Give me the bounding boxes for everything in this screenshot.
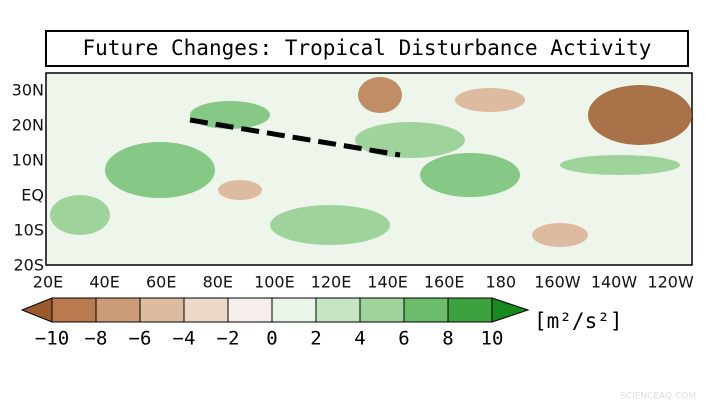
colorbar-end — [20, 297, 53, 323]
colorbar-tick-label: 6 — [398, 328, 409, 350]
colorbar-segment — [51, 297, 97, 323]
colorbar-tick-label: 0 — [266, 328, 277, 350]
colorbar-end — [491, 297, 530, 323]
lon-label: 160E — [424, 273, 465, 292]
lon-label: 20E — [33, 273, 63, 292]
negative-region — [218, 180, 262, 200]
positive-region — [270, 205, 390, 245]
colorbar-tick-label: 2 — [310, 328, 321, 350]
colorbar-tick-label: −2 — [217, 328, 240, 350]
lat-label: 10N — [12, 151, 44, 170]
lon-label: 60E — [146, 273, 176, 292]
colorbar-tick-label: 10 — [481, 328, 504, 350]
colorbar-segment — [359, 297, 405, 323]
lat-label: 30N — [12, 81, 44, 100]
lat-label: 20N — [12, 116, 44, 135]
dashed-axis — [189, 117, 401, 158]
negative-region — [455, 88, 525, 112]
lat-label: 20S — [13, 256, 44, 275]
unit: [m²/s²] — [534, 309, 623, 333]
positive-region — [355, 122, 465, 158]
lon-label: 140W — [591, 273, 638, 292]
colorbar-segment — [271, 297, 317, 323]
colorbar-segment — [139, 297, 185, 323]
title: Future Changes: Tropical Disturbance Act… — [83, 36, 652, 60]
lon-label: 80E — [203, 273, 233, 292]
lon-label: 120E — [311, 273, 352, 292]
positive-region — [105, 142, 215, 198]
map — [45, 72, 693, 266]
lon-label: 160W — [534, 273, 581, 292]
colorbar-tick-label: −10 — [35, 328, 69, 350]
positive-region — [560, 155, 680, 175]
colorbar-segment — [447, 297, 493, 323]
colorbar-segment — [315, 297, 361, 323]
lon-label: 140E — [367, 273, 408, 292]
colorbar-segment — [95, 297, 141, 323]
lat-label: EQ — [21, 186, 44, 205]
lon-label: 40E — [89, 273, 119, 292]
colorbar-tick-label: −6 — [129, 328, 152, 350]
negative-region — [358, 77, 402, 113]
positive-region — [420, 153, 520, 197]
lon-label: 120W — [647, 273, 694, 292]
lon-label: 180 — [486, 273, 517, 292]
lat-label: 10S — [13, 221, 44, 240]
negative-region — [588, 85, 692, 145]
colorbar-segment — [403, 297, 449, 323]
positive-region — [190, 101, 270, 129]
colorbar-segment — [183, 297, 229, 323]
title-box — [45, 30, 689, 67]
colorbar-tick-label: −4 — [173, 328, 196, 350]
colorbar-segment — [227, 297, 273, 323]
positive-region — [50, 195, 110, 235]
negative-region — [532, 223, 588, 247]
watermark: SCIENCEAQ.COM — [620, 392, 696, 402]
colorbar-tick-label: −8 — [85, 328, 108, 350]
lon-label: 100E — [254, 273, 295, 292]
colorbar: −10 −8 −6 −4 −2 0 2 4 6 8 10 — [20, 297, 530, 350]
colorbar-tick-label: 4 — [354, 328, 365, 350]
colorbar-tick-label: 8 — [442, 328, 453, 350]
